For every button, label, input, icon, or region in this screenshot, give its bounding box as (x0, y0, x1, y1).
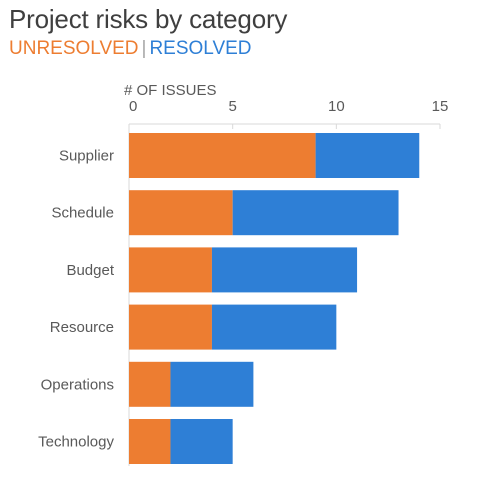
bar-resolved-schedule (232, 190, 399, 236)
bar-unresolved-technology (129, 419, 171, 464)
chart-title: Project risks by category (9, 4, 288, 34)
category-label: Operations (41, 376, 114, 393)
x-tick-label: 10 (328, 98, 345, 115)
legend: UNRESOLVED | RESOLVED (9, 38, 252, 60)
legend-resolved: RESOLVED (149, 38, 252, 59)
category-label: Resource (50, 319, 114, 336)
category-label: Budget (66, 262, 114, 279)
bar-unresolved-supplier (129, 133, 316, 178)
bar-unresolved-resource (129, 304, 212, 350)
bar-resolved-supplier (315, 133, 420, 178)
category-label: Supplier (59, 148, 114, 165)
category-label: Schedule (51, 205, 114, 222)
x-tick-label: 15 (432, 98, 449, 115)
x-axis-title: # OF ISSUES (124, 82, 217, 99)
x-tick-label: 0 (129, 98, 137, 115)
bar-unresolved-schedule (129, 190, 233, 236)
bar-resolved-operations (170, 361, 254, 407)
x-tick-label: 5 (228, 98, 236, 115)
bar-unresolved-operations (129, 361, 171, 407)
category-label: Technology (38, 434, 114, 451)
bar-resolved-technology (170, 419, 233, 464)
bar-resolved-budget (211, 247, 358, 293)
bar-resolved-resource (211, 304, 337, 350)
bar-unresolved-budget (129, 247, 212, 293)
legend-unresolved: UNRESOLVED (9, 38, 139, 59)
legend-separator: | (141, 38, 147, 59)
